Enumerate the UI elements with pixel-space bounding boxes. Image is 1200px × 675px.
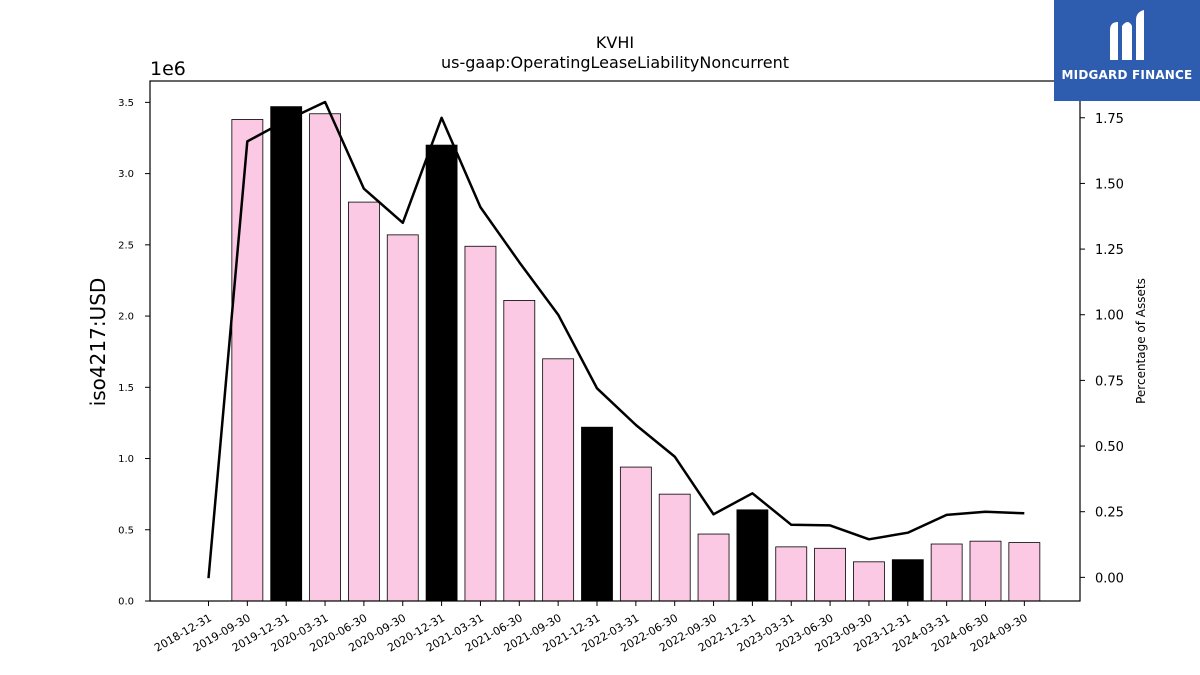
- bar-2022-06-30: [658, 493, 691, 602]
- y-tick-label: 2.0: [118, 312, 134, 323]
- y-tick-label: 3.5: [118, 98, 134, 109]
- bar-2022-12-31: [736, 509, 769, 602]
- bar-2019-12-31: [270, 106, 303, 602]
- x-axis: 2018-12-312019-09-302019-12-312020-03-31…: [152, 601, 1030, 655]
- y-tick-label: 2.5: [118, 240, 134, 251]
- y-axis-label: iso4217:USD: [86, 278, 110, 407]
- y-tick-label: 1.0: [118, 454, 134, 465]
- bars-layer: [231, 106, 1041, 602]
- line-layer: [207, 100, 1025, 579]
- bar-2024-09-30: [1008, 542, 1041, 602]
- y2-tick-label: 0.75: [1095, 374, 1124, 389]
- bar-2021-09-30: [542, 358, 575, 602]
- bar-2021-12-31: [581, 426, 613, 602]
- plot-frame: [149, 80, 1081, 602]
- bar-2021-03-31: [464, 245, 497, 602]
- y-tick-label: 3.0: [118, 169, 134, 180]
- y-tick-label: 1.5: [118, 383, 134, 394]
- bar-2024-03-31: [930, 543, 963, 602]
- y2-tick-label: 1.25: [1095, 243, 1124, 258]
- left-axis: 0.0 0.5 1.0 1.5 2.0 2.5 3.0 3.5: [118, 98, 150, 608]
- bar-2023-09-30: [853, 561, 885, 602]
- bar-2020-03-31: [309, 113, 341, 602]
- bar-2023-12-31: [891, 559, 924, 602]
- y2-tick-label: 0.50: [1095, 440, 1124, 455]
- y2-tick-label: 0.25: [1095, 506, 1124, 521]
- logo-mark-icon: [1110, 10, 1144, 60]
- bar-2024-06-30: [969, 540, 1002, 602]
- bar-2023-06-30: [814, 547, 846, 602]
- y-offset-text: 1e6: [150, 58, 186, 80]
- bar-2023-03-31: [775, 546, 808, 602]
- y-tick-label: 0.0: [118, 597, 134, 608]
- bar-2022-03-31: [619, 466, 652, 602]
- y2-tick-label: 1.75: [1095, 112, 1124, 127]
- bar-2021-06-30: [503, 299, 536, 602]
- y2-tick-label: 1.50: [1095, 177, 1124, 192]
- chart-subtitle: us-gaap:OperatingLeaseLiabilityNoncurren…: [441, 53, 789, 72]
- y2-axis-label: Percentage of Assets: [1134, 278, 1148, 404]
- y2-tick-label: 0.00: [1095, 571, 1124, 586]
- percentage-line: [207, 100, 1025, 579]
- chart-title: KVHI: [596, 33, 634, 52]
- y2-tick-label: 1.00: [1095, 309, 1124, 324]
- bar-2020-09-30: [386, 234, 419, 602]
- y-tick-label: 0.5: [118, 525, 134, 536]
- bar-2020-12-31: [425, 144, 458, 602]
- right-axis: 0.00 0.25 0.50 0.75 1.00 1.25 1.50 1.75: [1080, 112, 1124, 586]
- bar-2022-09-30: [697, 533, 730, 602]
- bar-2020-06-30: [347, 201, 380, 602]
- logo-text: MIDGARD FINANCE: [1061, 68, 1193, 82]
- brand-logo: MIDGARD FINANCE: [1054, 0, 1200, 101]
- bar-2019-09-30: [231, 119, 264, 602]
